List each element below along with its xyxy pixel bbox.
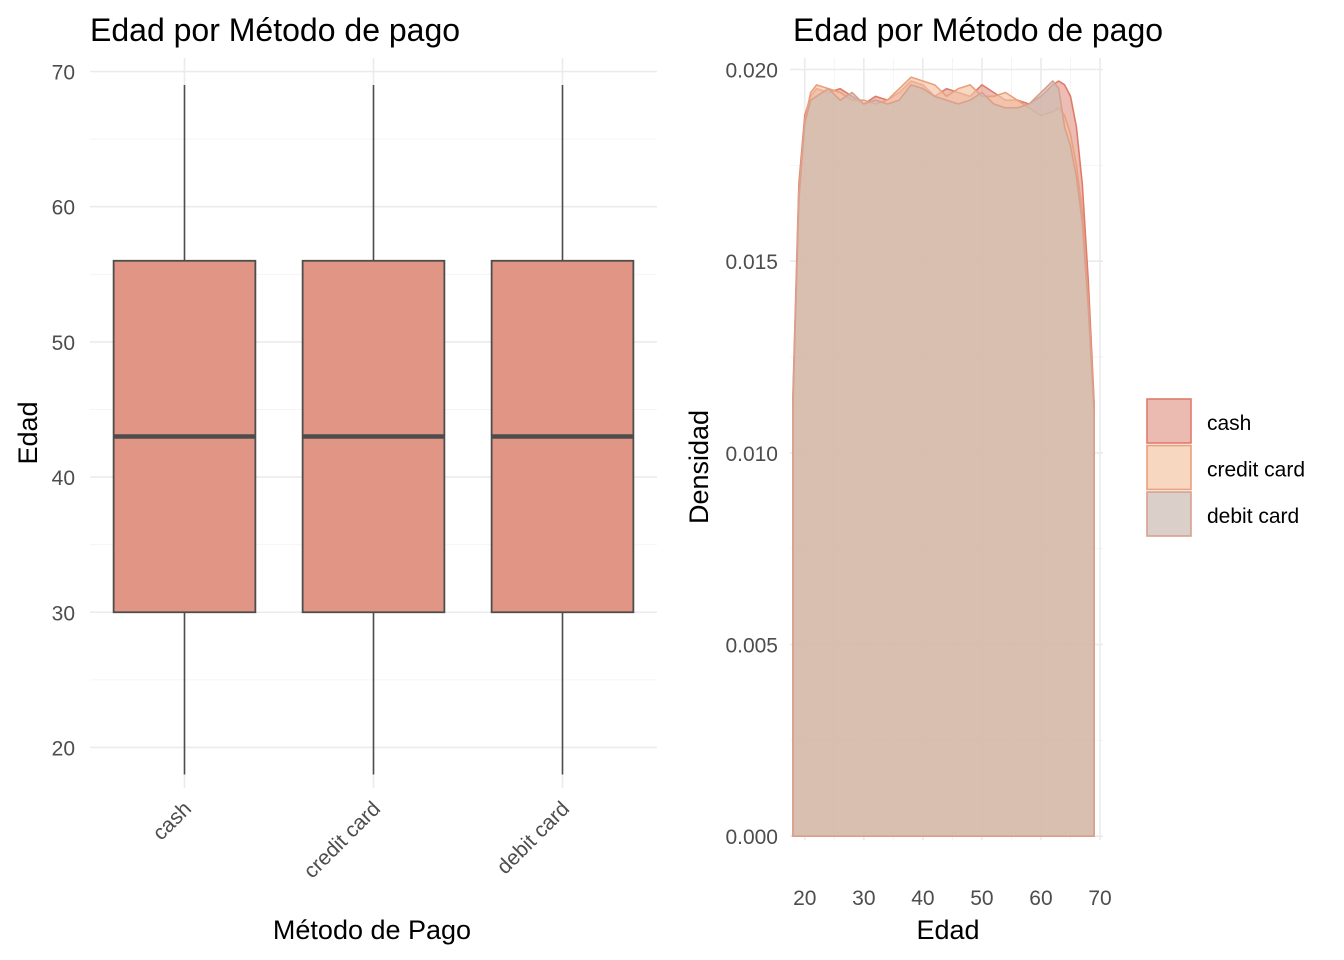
x-tick-label: 50: [970, 887, 993, 910]
boxplot-y-axis-title: Edad: [13, 401, 43, 464]
legend-label: cash: [1207, 412, 1251, 435]
boxplot-panel: 20 30 40 50 60 70 cash credit card debit card E…: [13, 12, 657, 945]
y-tick-label: 0.005: [725, 635, 778, 658]
density-y-axis-title: Densidad: [684, 410, 714, 524]
density-title: Edad por Método de pago: [793, 12, 1163, 48]
x-tick-label: 40: [911, 887, 934, 910]
density-panel: 0.000 0.005 0.010 0.015 0.020 20 30 40 50 60 70 E…: [684, 12, 1163, 945]
boxplot-title: Edad por Método de pago: [90, 12, 460, 48]
density-areas: [792, 76, 1095, 837]
x-tick-label: 20: [793, 887, 816, 910]
density-x-tick-labels: 20 30 40 50 60 70: [793, 887, 1112, 910]
boxplot-y-tick-labels: 20 30 40 50 60 70: [52, 62, 75, 761]
density-legend: cash credit card debit card: [1146, 398, 1305, 537]
legend-key-cash: [1146, 398, 1192, 444]
x-tick-label: 60: [1029, 887, 1052, 910]
y-tick-label: 0.015: [725, 251, 778, 274]
legend-label: debit card: [1207, 505, 1299, 528]
y-tick-label: 70: [52, 62, 75, 85]
legend-label: credit card: [1207, 459, 1305, 482]
x-tick-label: 70: [1088, 887, 1111, 910]
y-tick-label: 50: [52, 332, 75, 355]
legend-key-credit-card: [1146, 444, 1192, 491]
x-tick-label: cash: [148, 797, 196, 845]
y-tick-label: 40: [52, 467, 75, 490]
y-tick-label: 20: [52, 737, 75, 760]
y-tick-label: 0.020: [725, 60, 778, 83]
density-area-debit-card: [792, 80, 1095, 837]
boxplot-x-axis-title: Método de Pago: [273, 915, 471, 945]
boxplot-x-tick-labels: cash credit card debit card: [148, 797, 574, 883]
x-tick-label: credit card: [299, 797, 385, 883]
legend-key-debit-card: [1146, 491, 1192, 537]
y-tick-label: 60: [52, 197, 75, 220]
x-tick-label: 30: [852, 887, 875, 910]
y-tick-label: 0.010: [725, 443, 778, 466]
y-tick-label: 30: [52, 602, 75, 625]
y-tick-label: 0.000: [725, 826, 778, 849]
x-tick-label: debit card: [493, 797, 574, 878]
density-x-axis-title: Edad: [916, 915, 979, 945]
boxplot-marks: [112, 85, 635, 775]
density-y-tick-labels: 0.000 0.005 0.010 0.015 0.020: [725, 60, 778, 850]
